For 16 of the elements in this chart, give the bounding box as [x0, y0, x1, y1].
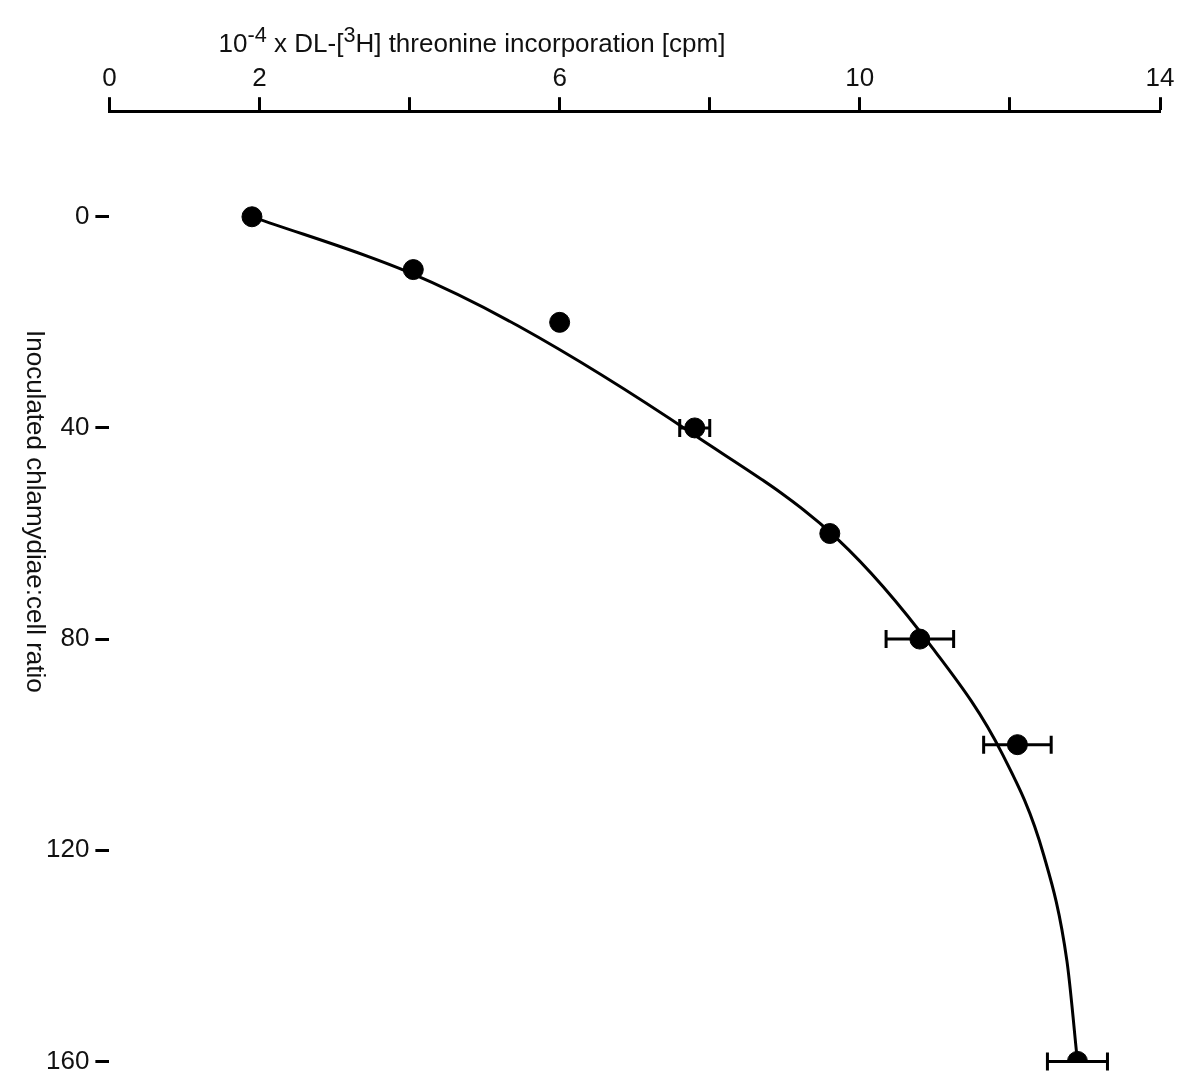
- x-tick-label: 6: [552, 61, 567, 92]
- point: [241, 206, 263, 228]
- x-axis-title: 10$^{-4}$ x DL-[$^{3}$H] threonine incorporation [cpm]: [217, 22, 727, 59]
- x-tick-label: 2: [252, 61, 267, 92]
- y-axis-title: Inoculated chlamydiae:cell ratio: [20, 330, 51, 693]
- y-tick-label: 80: [60, 622, 90, 653]
- point: [402, 259, 424, 281]
- x-tick-label: 0: [102, 61, 117, 92]
- y-tick-label: 120: [45, 833, 90, 864]
- y-tick-label: 0: [74, 199, 90, 230]
- x-tick-label: 10: [845, 61, 875, 92]
- y-tick-label: 160: [45, 1044, 90, 1075]
- x-tick-label: 14: [1145, 61, 1175, 92]
- point: [819, 523, 841, 545]
- point: [549, 311, 571, 333]
- y-tick-label: 40: [60, 411, 90, 442]
